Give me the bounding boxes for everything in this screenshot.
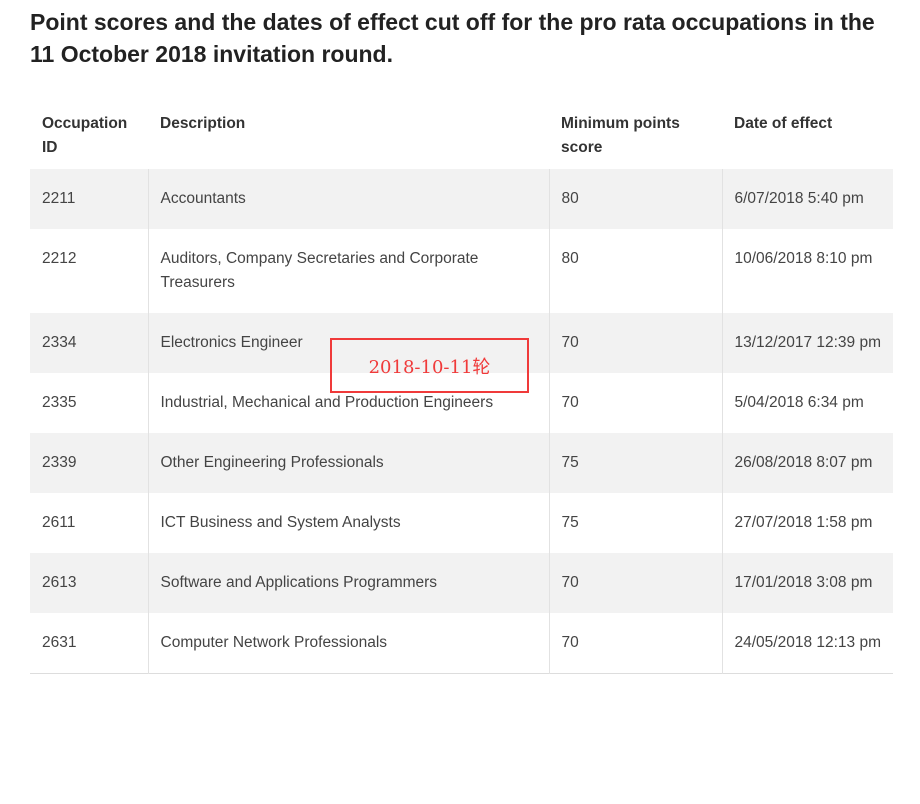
cell-occupation-id: 2339 — [42, 454, 77, 471]
cell-occupation-id: 2613 — [42, 574, 77, 591]
table-row: 2613 Software and Applications Programmer… — [30, 553, 893, 613]
cell-minimum-points: 80 — [548, 169, 722, 229]
header-minimum-points: Minimum points score — [561, 115, 680, 156]
cell-description: Auditors, Company Secretaries and Corpor… — [147, 229, 549, 313]
cell-date-of-effect: 13/12/2017 12:39 pm — [721, 313, 893, 373]
cell-minimum-points: 70 — [548, 553, 722, 613]
header-description: Description — [160, 115, 246, 132]
page-title: Point scores and the dates of effect cut… — [30, 9, 875, 67]
annotation-box: 2018-10-11轮 — [330, 338, 529, 393]
cell-minimum-points: 75 — [548, 433, 722, 493]
cell-minimum-points: 75 — [548, 493, 722, 553]
cell-occupation-id: 2212 — [42, 250, 77, 267]
table-header: Occupation ID Description Minimum points… — [30, 105, 893, 169]
cell-date-of-effect: 26/08/2018 8:07 pm — [721, 433, 893, 493]
cell-date-of-effect: 24/05/2018 12:13 pm — [721, 613, 893, 674]
cell-minimum-points: 70 — [548, 313, 722, 373]
table-row: 2339 Other Engineering Professionals 75 26/… — [30, 433, 893, 493]
cell-description: Accountants — [147, 169, 549, 229]
cell-occupation-id: 2211 — [42, 190, 76, 207]
cell-minimum-points: 70 — [548, 373, 722, 433]
cell-description: Industrial, Mechanical and Production En… — [147, 373, 549, 433]
cell-date-of-effect: 10/06/2018 8:10 pm — [721, 229, 893, 313]
cell-date-of-effect: 5/04/2018 6:34 pm — [721, 373, 893, 433]
cell-date-of-effect: 27/07/2018 1:58 pm — [721, 493, 893, 553]
table-row: 2335 Industrial, Mechanical and Productio… — [30, 373, 893, 433]
cell-date-of-effect: 17/01/2018 3:08 pm — [721, 553, 893, 613]
table-row: 2334 Electronics Engineer 70 13/12/2017 12:… — [30, 313, 893, 373]
cell-minimum-points: 80 — [548, 229, 722, 313]
table-row: 2631 Computer Network Professionals 70 24/0… — [30, 613, 893, 674]
cell-occupation-id: 2334 — [42, 334, 77, 351]
cell-occupation-id: 2611 — [42, 514, 76, 531]
cell-description: Software and Applications Programmers — [147, 553, 549, 613]
occupations-table: Occupation ID Description Minimum points… — [30, 105, 893, 674]
table-row: 2212 Auditors, Company Secretaries and Co… — [30, 229, 893, 313]
cell-date-of-effect: 6/07/2018 5:40 pm — [721, 169, 893, 229]
cell-description: Computer Network Professionals — [147, 613, 549, 674]
header-occupation-id: Occupation ID — [42, 115, 128, 156]
table-row: 2611 ICT Business and System Analysts 75 27… — [30, 493, 893, 553]
table-row: 2211 Accountants 80 6/07/2018 5:40 pm — [30, 169, 893, 229]
cell-occupation-id: 2335 — [42, 394, 77, 411]
cell-description: ICT Business and System Analysts — [147, 493, 549, 553]
header-date-of-effect: Date of effect — [734, 115, 833, 132]
cell-description: Other Engineering Professionals — [147, 433, 549, 493]
cell-occupation-id: 2631 — [42, 634, 77, 651]
cell-minimum-points: 70 — [548, 613, 722, 674]
cell-description: Electronics Engineer — [147, 313, 549, 373]
